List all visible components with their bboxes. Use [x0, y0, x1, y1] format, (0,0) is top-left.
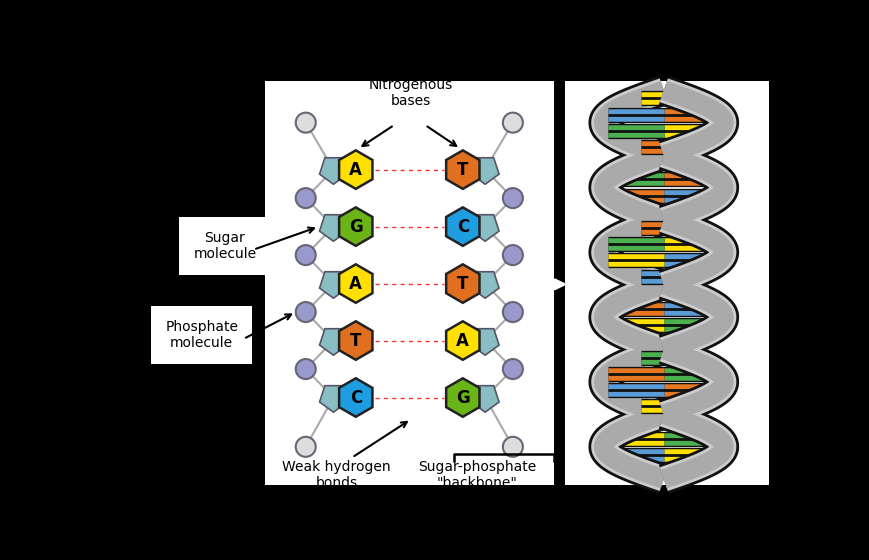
Polygon shape [319, 158, 347, 184]
Text: A: A [456, 332, 468, 349]
Polygon shape [471, 214, 499, 241]
Text: Sugar
molecule: Sugar molecule [193, 231, 256, 261]
Bar [565, 81, 768, 486]
Circle shape [502, 302, 522, 322]
Text: A: A [349, 161, 362, 179]
Polygon shape [446, 264, 479, 303]
Circle shape [502, 188, 522, 208]
Circle shape [502, 437, 522, 457]
Polygon shape [319, 272, 347, 298]
Circle shape [295, 302, 315, 322]
Polygon shape [471, 158, 499, 184]
Polygon shape [339, 264, 372, 303]
Circle shape [502, 245, 522, 265]
Circle shape [295, 113, 315, 133]
Text: C: C [456, 218, 468, 236]
Circle shape [295, 437, 315, 457]
Text: T: T [456, 161, 468, 179]
Polygon shape [446, 207, 479, 246]
Bar [265, 81, 553, 486]
Text: Nitrogenous
bases: Nitrogenous bases [368, 78, 453, 108]
Polygon shape [471, 272, 499, 298]
Text: Weak hydrogen
bonds: Weak hydrogen bonds [282, 460, 390, 490]
Text: C: C [349, 389, 362, 407]
Polygon shape [446, 321, 479, 360]
Polygon shape [319, 329, 347, 355]
Circle shape [295, 188, 315, 208]
Polygon shape [339, 321, 372, 360]
Polygon shape [446, 378, 479, 417]
Text: Phosphate
molecule: Phosphate molecule [165, 320, 238, 350]
Polygon shape [339, 207, 372, 246]
Text: Sugar-phosphate
"backbone": Sugar-phosphate "backbone" [418, 460, 536, 490]
Text: T: T [349, 332, 361, 349]
Polygon shape [319, 214, 347, 241]
Text: G: G [348, 218, 362, 236]
Polygon shape [319, 386, 347, 412]
Circle shape [502, 113, 522, 133]
Polygon shape [446, 150, 479, 189]
Polygon shape [471, 329, 499, 355]
Text: T: T [456, 274, 468, 292]
Text: G: G [455, 389, 469, 407]
Circle shape [502, 359, 522, 379]
Polygon shape [339, 378, 372, 417]
Text: A: A [349, 274, 362, 292]
Polygon shape [471, 386, 499, 412]
Circle shape [295, 359, 315, 379]
Polygon shape [339, 150, 372, 189]
Circle shape [295, 245, 315, 265]
